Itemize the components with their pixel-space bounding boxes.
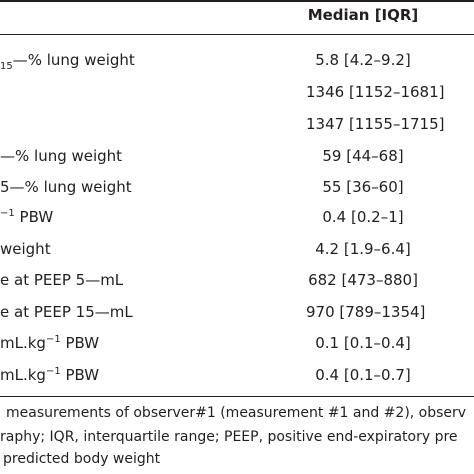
table-top-rule <box>0 0 474 2</box>
row-value: 1347 [1155–1715] <box>306 115 445 133</box>
row-value: 0.4 [0.2–1] <box>322 208 404 226</box>
table-bottom-rule <box>0 396 474 397</box>
row-value: 970 [789–1354] <box>306 303 426 321</box>
table-row: mL.kg−1 PBW 0.1 [0.1–0.4] <box>0 328 474 358</box>
row-value: 0.1 [0.1–0.4] <box>315 334 411 352</box>
column-header-median-iqr: Median [IQR] <box>307 6 419 24</box>
row-label: −1 PBW <box>0 208 54 226</box>
row-value: 5.8 [4.2–9.2] <box>315 51 411 69</box>
table-row: e at PEEP 15—mL 970 [789–1354] <box>0 297 474 327</box>
row-label: weight <box>0 240 51 258</box>
table-row: 5—% lung weight 55 [36–60] <box>0 172 474 202</box>
row-label: mL.kg−1 PBW <box>0 334 100 352</box>
row-label: 5—% lung weight <box>0 178 132 196</box>
footnote-line: raphy; IQR, interquartile range; PEEP, p… <box>0 429 458 445</box>
table-row: weight 4.2 [1.9–6.4] <box>0 234 474 264</box>
table-row: e at PEEP 5—mL 682 [473–880] <box>0 265 474 295</box>
table-row: 1347 [1155–1715] <box>0 109 474 139</box>
footnote-line: measurements of observer#1 (measurement … <box>6 405 467 421</box>
row-label: e at PEEP 5—mL <box>0 271 124 289</box>
table-row: −1 PBW 0.4 [0.2–1] <box>0 202 474 232</box>
table-row: 15—% lung weight 5.8 [4.2–9.2] <box>0 45 474 75</box>
table-row: mL.kg−1 PBW 0.4 [0.1–0.7] <box>0 360 474 390</box>
footnote-line: predicted body weight <box>3 451 161 467</box>
row-label: 15—% lung weight <box>0 51 135 72</box>
row-value: 4.2 [1.9–6.4] <box>315 240 411 258</box>
row-value: 59 [44–68] <box>322 147 404 165</box>
row-label: mL.kg−1 PBW <box>0 366 100 384</box>
row-label: —% lung weight <box>0 147 123 165</box>
row-value: 55 [36–60] <box>322 178 404 196</box>
row-value: 1346 [1152–1681] <box>306 83 445 101</box>
row-label: e at PEEP 15—mL <box>0 303 133 321</box>
row-value: 0.4 [0.1–0.7] <box>315 366 411 384</box>
table-row: —% lung weight 59 [44–68] <box>0 141 474 171</box>
table-row: 1346 [1152–1681] <box>0 77 474 107</box>
header-rule <box>0 34 474 35</box>
row-value: 682 [473–880] <box>308 271 418 289</box>
